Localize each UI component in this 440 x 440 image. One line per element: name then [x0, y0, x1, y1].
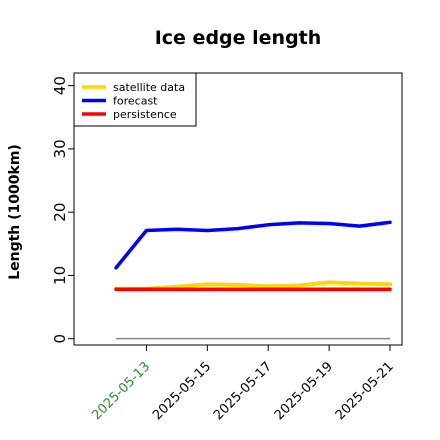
x-tick-label: 2025-05-15: [150, 359, 214, 423]
y-axis-label: Length (1000km): [7, 144, 23, 280]
y-tick-label: 0: [51, 334, 69, 344]
y-tick-label: 20: [51, 203, 69, 222]
y-tick-label: 10: [51, 266, 69, 285]
legend-label: persistence: [113, 108, 177, 121]
plot-frame: [73, 72, 403, 346]
legend-label: forecast: [113, 95, 158, 108]
y-tick-label: 40: [51, 76, 69, 95]
series-line-forecast: [114, 220, 392, 270]
legend-label: satellite data: [113, 81, 185, 94]
x-tick-label: 2025-05-13: [89, 359, 153, 423]
x-tick-label: 2025-05-17: [211, 359, 275, 423]
x-tick-label: 2025-05-19: [272, 359, 336, 423]
y-tick-label: 30: [51, 139, 69, 158]
chart-title: Ice edge length: [155, 27, 322, 49]
x-tick-label: 2025-05-21: [333, 359, 397, 423]
